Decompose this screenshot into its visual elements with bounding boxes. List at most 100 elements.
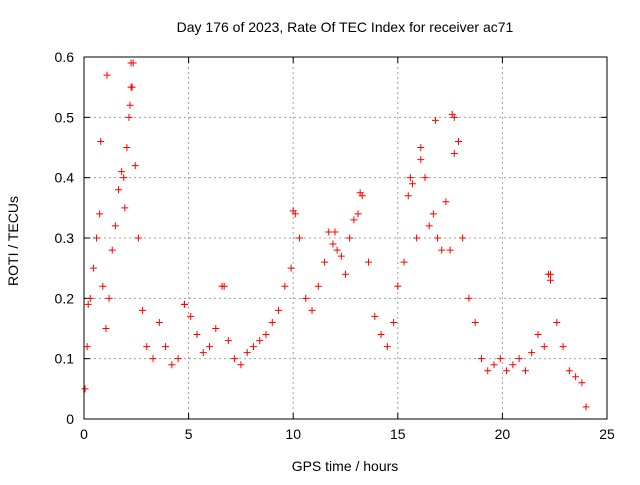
data-point	[408, 180, 416, 188]
data-point	[111, 222, 119, 230]
data-point	[199, 349, 207, 357]
data-point	[578, 379, 586, 387]
y-tick-label: 0.3	[55, 230, 75, 246]
data-point	[81, 385, 89, 393]
data-point	[174, 355, 182, 363]
data-point	[446, 246, 454, 254]
x-tick-label: 15	[390, 426, 406, 442]
data-point	[180, 300, 188, 308]
x-axis-label: GPS time / hours	[292, 458, 399, 474]
data-point	[404, 192, 412, 200]
data-point	[465, 294, 473, 302]
data-point	[128, 83, 136, 91]
data-point	[484, 367, 492, 375]
data-point	[572, 373, 580, 381]
data-point	[295, 234, 303, 242]
data-point	[123, 144, 131, 151]
data-point	[565, 367, 573, 375]
data-point	[162, 343, 170, 351]
y-tick-label: 0	[66, 411, 74, 427]
grid-lines	[84, 57, 607, 419]
data-point	[193, 331, 201, 339]
data-point	[421, 174, 429, 182]
data-point	[477, 355, 485, 363]
y-tick-label: 0.1	[55, 351, 75, 367]
data-point	[289, 207, 297, 215]
data-point	[528, 349, 536, 357]
data-point	[417, 144, 425, 151]
y-axis-label: ROTI / TECUs	[5, 196, 21, 286]
data-point	[333, 246, 341, 254]
data-point	[275, 306, 283, 314]
data-point	[86, 294, 94, 302]
data-point	[149, 355, 157, 363]
data-point	[515, 355, 523, 363]
data-point	[262, 331, 270, 339]
data-point	[249, 343, 257, 351]
data-point	[544, 270, 552, 278]
data-point	[206, 343, 214, 351]
data-point	[425, 222, 433, 230]
data-point	[540, 343, 548, 351]
data-point	[534, 331, 542, 339]
data-point	[365, 258, 373, 266]
data-point	[237, 361, 245, 369]
data-point	[108, 246, 116, 254]
data-point	[308, 306, 316, 314]
data-point	[96, 210, 104, 218]
data-point	[89, 264, 97, 272]
data-point	[490, 361, 498, 369]
data-point	[120, 174, 128, 182]
data-point	[168, 361, 176, 369]
data-point	[450, 150, 458, 158]
data-point	[400, 258, 408, 266]
data-point	[231, 355, 239, 363]
axis-ticks: 0 5 10 15 20 25 0 0.1 0.2 0.3 0.4 0.5 0.6	[55, 49, 615, 442]
y-tick-label: 0.5	[55, 109, 75, 125]
data-point	[314, 282, 322, 290]
data-point	[99, 282, 107, 290]
data-point	[127, 59, 135, 67]
data-point	[331, 228, 339, 236]
data-point	[547, 276, 555, 284]
data-point	[302, 294, 310, 302]
data-point	[139, 306, 147, 314]
data-point	[346, 234, 354, 242]
data-point	[377, 331, 385, 339]
data-point	[521, 367, 529, 375]
data-point	[431, 116, 439, 124]
data-point	[471, 318, 479, 326]
data-point	[243, 349, 251, 357]
data-point	[84, 300, 92, 308]
data-point	[121, 204, 129, 212]
data-point	[187, 312, 195, 320]
data-point	[337, 252, 345, 260]
y-tick-label: 0.2	[55, 290, 75, 306]
data-point	[125, 113, 133, 121]
data-point	[155, 318, 163, 326]
data-point	[454, 137, 462, 145]
data-point	[434, 234, 442, 242]
data-point	[417, 156, 425, 164]
data-point	[256, 337, 264, 345]
data-point	[134, 234, 142, 242]
data-point	[383, 343, 391, 351]
data-point	[102, 325, 110, 332]
data-point	[356, 189, 364, 197]
x-tick-label: 0	[80, 426, 88, 442]
x-tick-label: 20	[495, 426, 511, 442]
data-point	[220, 282, 228, 290]
plot-frame	[83, 56, 608, 420]
data-point	[212, 325, 220, 332]
data-points	[81, 59, 590, 411]
data-point	[438, 246, 446, 254]
data-point	[448, 110, 456, 118]
y-tick-label: 0.4	[55, 170, 75, 186]
data-point	[350, 216, 358, 224]
data-point	[126, 101, 134, 109]
data-point	[429, 210, 437, 218]
data-point	[131, 162, 139, 170]
data-point	[143, 343, 151, 351]
data-point	[413, 234, 421, 242]
